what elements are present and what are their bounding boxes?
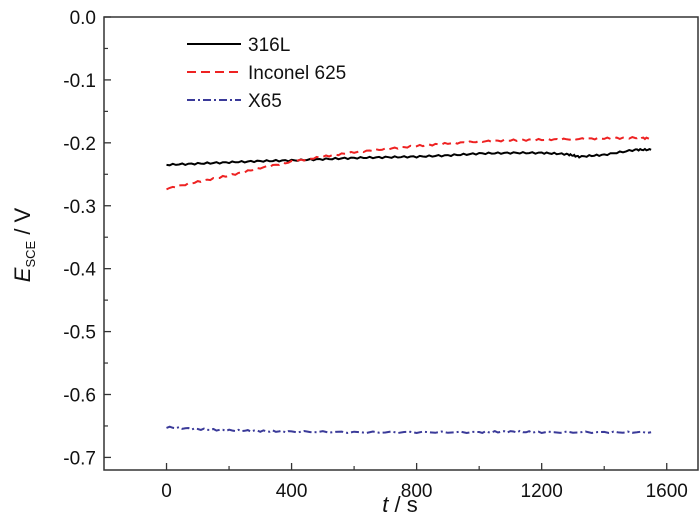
series-line-1 xyxy=(166,135,652,191)
x-tick-label: 800 xyxy=(401,481,433,502)
legend: 316L Inconel 625 X65 xyxy=(187,35,346,112)
x-tick-label: 1200 xyxy=(521,481,563,502)
ticks-layer: 0 400 800 1200 1600 0.0 -0.1 -0.2 -0.3 -0.4 -0.5 -0… xyxy=(63,8,688,502)
y-tick-label: -0.5 xyxy=(63,323,96,344)
legend-label: 316L xyxy=(248,35,290,56)
y-tick-label: -0.3 xyxy=(63,197,96,218)
y-tick-label: -0.7 xyxy=(63,448,96,469)
y-tick-label: -0.2 xyxy=(63,134,96,155)
x-tick-label: 0 xyxy=(161,481,172,502)
y-tick-label: 0.0 xyxy=(70,8,96,29)
x-axis-label: t / s xyxy=(382,492,417,517)
legend-label: X65 xyxy=(248,91,282,112)
series-line-0 xyxy=(166,147,652,167)
plot-frame xyxy=(103,16,699,471)
y-tick-label: -0.6 xyxy=(63,386,96,407)
x-tick-label: 1600 xyxy=(646,481,688,502)
x-tick-label: 400 xyxy=(276,481,308,502)
series-line-2 xyxy=(166,425,652,435)
y-tick-label: -0.4 xyxy=(63,260,96,281)
series-layer xyxy=(166,135,652,435)
legend-label: Inconel 625 xyxy=(248,63,346,84)
y-tick-label: -0.1 xyxy=(63,71,96,92)
y-axis-label: ESCE / V xyxy=(10,207,38,282)
